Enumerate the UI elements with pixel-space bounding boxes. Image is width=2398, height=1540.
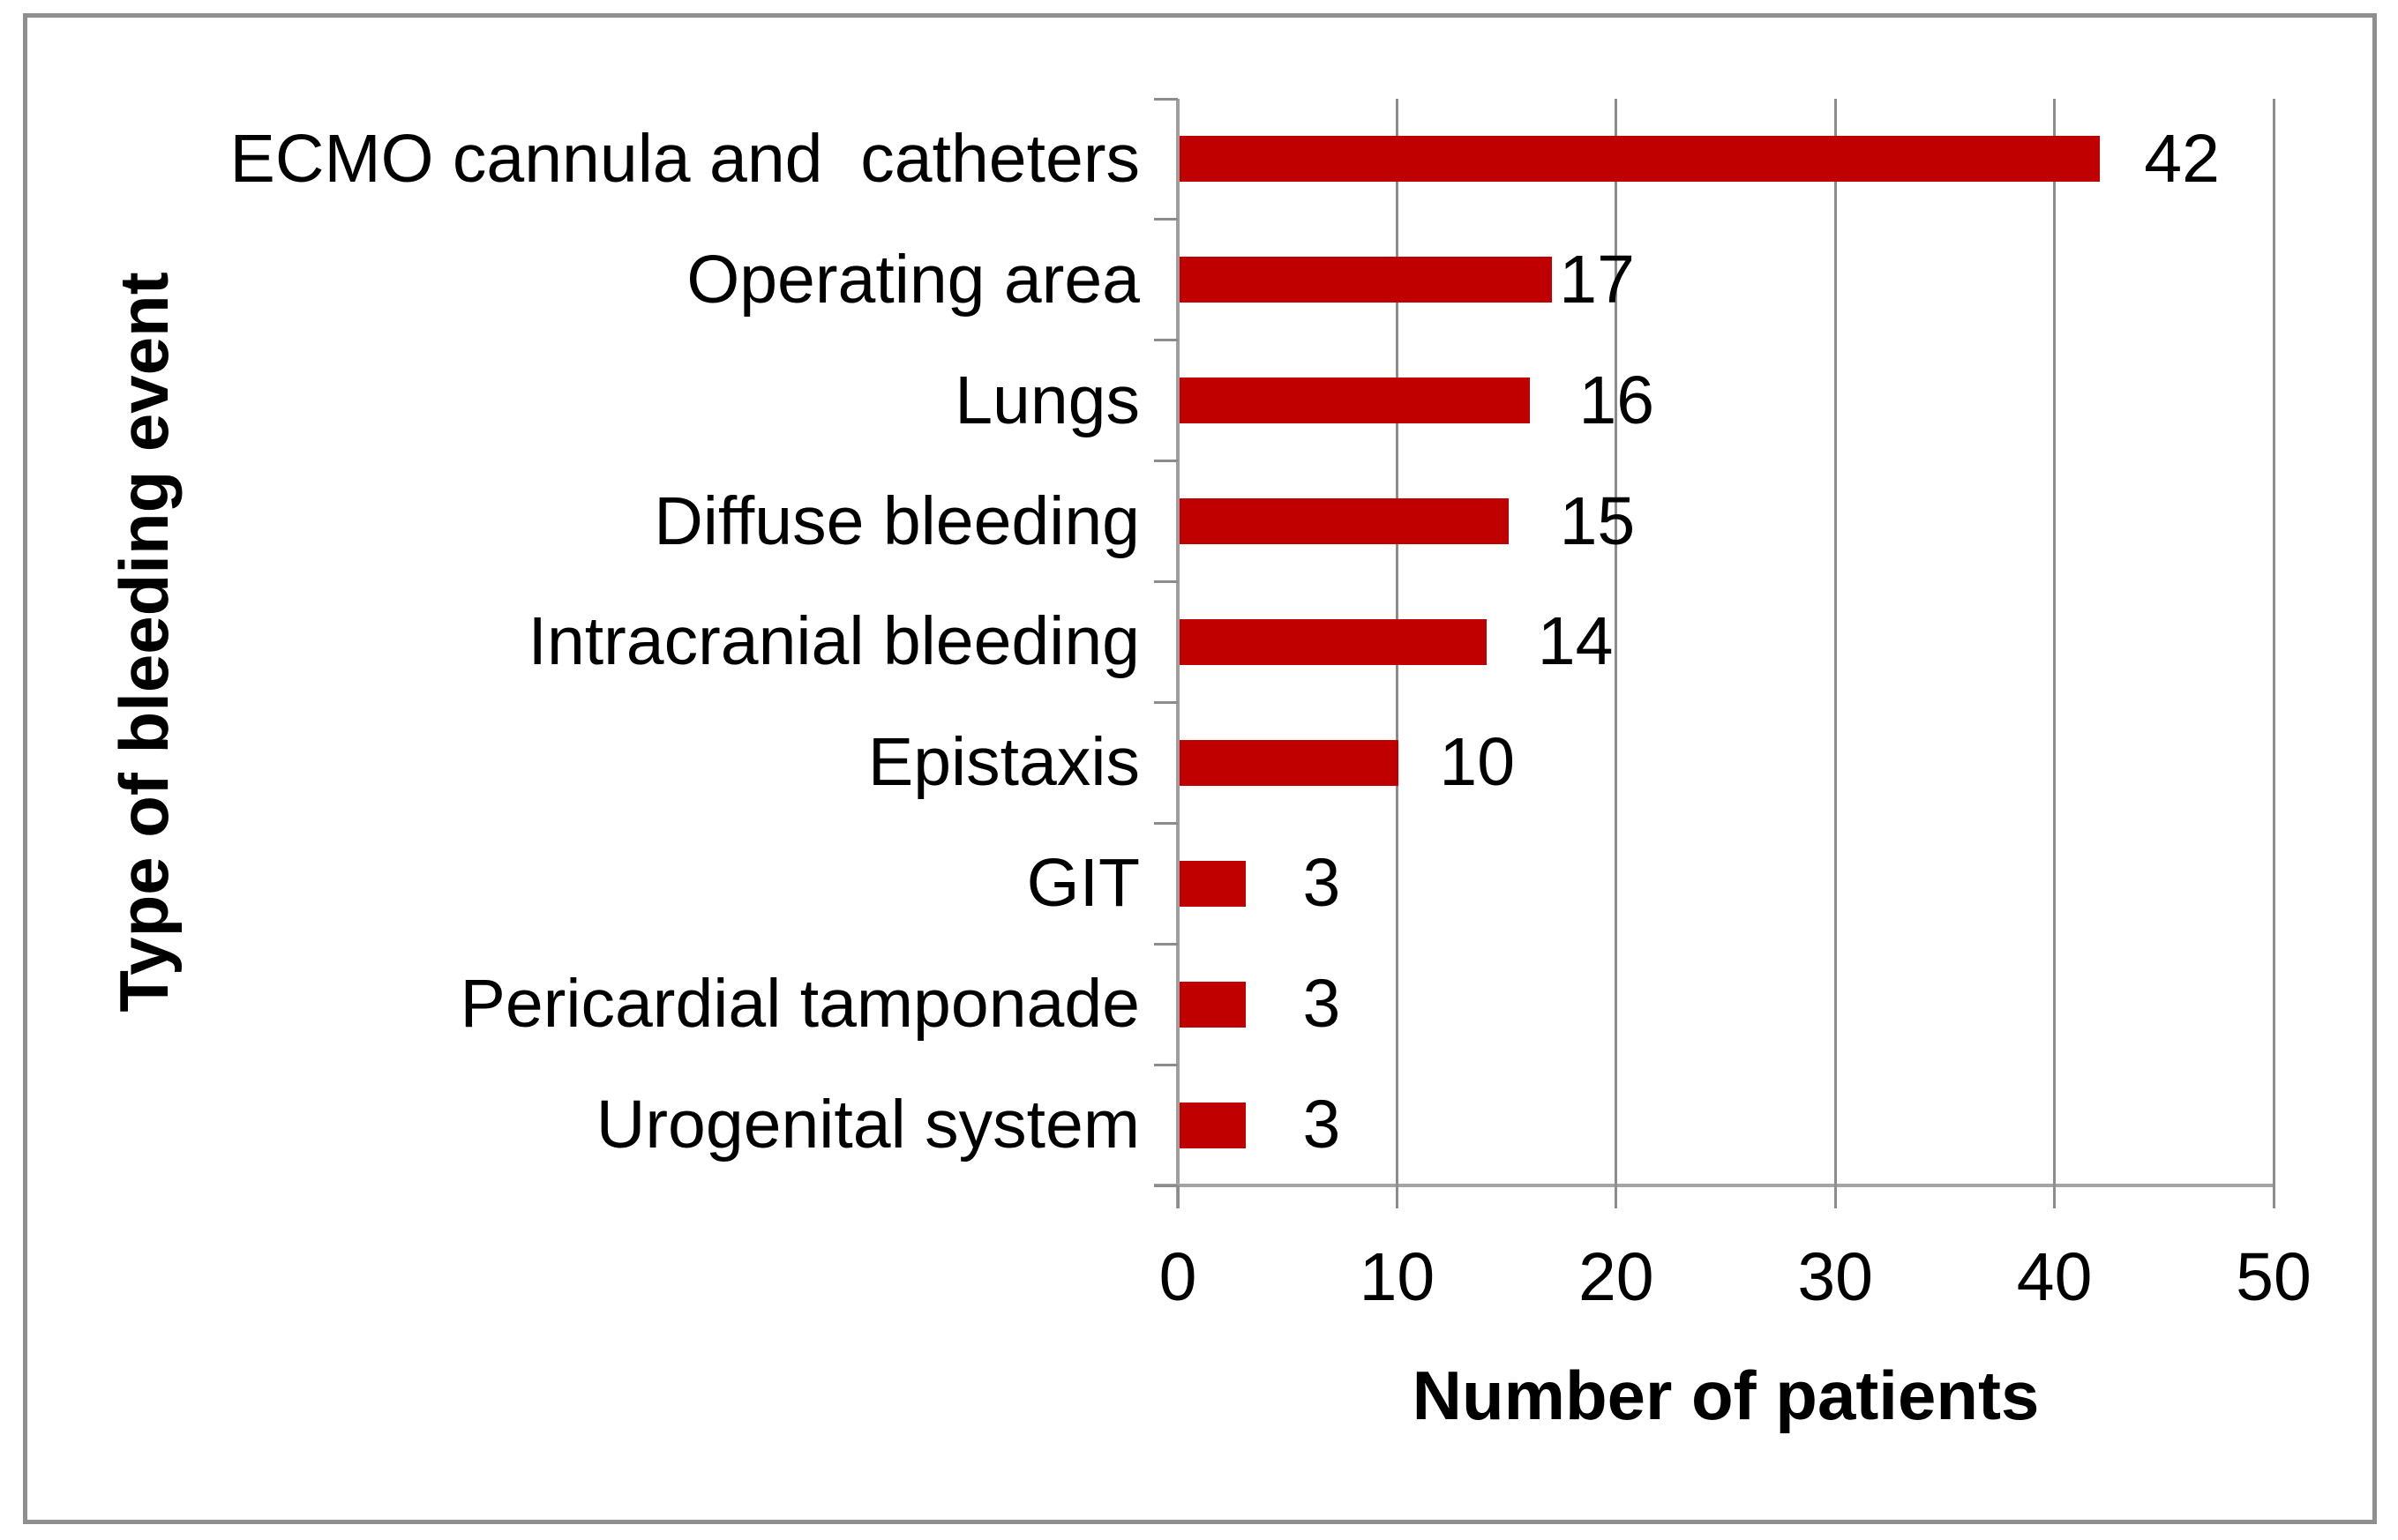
x-axis-tick-50 xyxy=(2272,1185,2275,1208)
gridline-30 xyxy=(1833,99,1837,1185)
bar-6 xyxy=(1180,860,1246,907)
x-tick-label-20: 20 xyxy=(1577,1238,1654,1315)
value-label-0: 42 xyxy=(2144,120,2220,197)
category-label-0: ECMO cannula and catheters xyxy=(229,120,1141,197)
value-label-5: 10 xyxy=(1439,724,1516,801)
y-axis-tick-0 xyxy=(1154,97,1178,101)
y-axis-tick-8 xyxy=(1154,1063,1178,1066)
y-axis-tick-9 xyxy=(1154,1184,1178,1187)
x-axis-title: Number of patients xyxy=(1412,1357,2040,1434)
category-label-3: Diffuse bleeding xyxy=(654,482,1140,559)
category-label-6: GIT xyxy=(1026,845,1140,922)
x-axis-tick-10 xyxy=(1395,1185,1398,1208)
category-label-5: Epistaxis xyxy=(867,724,1140,801)
bar-1 xyxy=(1180,257,1553,303)
value-label-8: 3 xyxy=(1302,1087,1341,1163)
x-axis-tick-40 xyxy=(2053,1185,2057,1208)
gridline-50 xyxy=(2272,99,2275,1185)
x-axis-tick-20 xyxy=(1615,1185,1618,1208)
x-tick-label-30: 30 xyxy=(1797,1238,1874,1315)
value-label-2: 16 xyxy=(1578,362,1655,438)
bar-4 xyxy=(1180,619,1487,665)
x-axis-tick-0 xyxy=(1176,1185,1180,1208)
x-axis-tick-30 xyxy=(1833,1185,1837,1208)
y-axis-tick-7 xyxy=(1154,942,1178,946)
bar-0 xyxy=(1180,136,2101,183)
value-label-3: 15 xyxy=(1559,482,1636,559)
category-label-1: Operating area xyxy=(686,241,1140,318)
bar-2 xyxy=(1180,378,1531,424)
x-tick-label-40: 40 xyxy=(2016,1238,2093,1315)
y-axis-tick-2 xyxy=(1154,339,1178,342)
value-label-7: 3 xyxy=(1302,966,1341,1043)
x-tick-label-0: 0 xyxy=(1158,1238,1197,1315)
plot-area xyxy=(1154,97,2275,1208)
x-tick-label-10: 10 xyxy=(1359,1238,1435,1315)
gridline-40 xyxy=(2053,99,2057,1185)
category-label-8: Urogenital system xyxy=(596,1087,1140,1163)
category-label-2: Lungs xyxy=(955,362,1140,438)
gridline-20 xyxy=(1615,99,1618,1185)
bar-5 xyxy=(1180,739,1399,786)
value-label-4: 14 xyxy=(1537,603,1614,680)
bar-7 xyxy=(1180,981,1246,1028)
category-label-7: Pericardial tamponade xyxy=(460,966,1140,1043)
value-label-6: 3 xyxy=(1302,845,1341,922)
y-axis-tick-6 xyxy=(1154,821,1178,825)
bar-3 xyxy=(1180,498,1509,545)
x-tick-label-50: 50 xyxy=(2236,1238,2312,1315)
x-axis-line xyxy=(1154,1184,2275,1187)
value-label-1: 17 xyxy=(1559,241,1635,318)
bar-8 xyxy=(1180,1102,1246,1148)
y-axis-tick-1 xyxy=(1154,218,1178,221)
y-axis-tick-3 xyxy=(1154,460,1178,463)
y-axis-line xyxy=(1176,99,1180,1208)
category-label-4: Intracranial bleeding xyxy=(528,603,1140,680)
y-axis-tick-4 xyxy=(1154,580,1178,584)
y-axis-tick-5 xyxy=(1154,700,1178,704)
